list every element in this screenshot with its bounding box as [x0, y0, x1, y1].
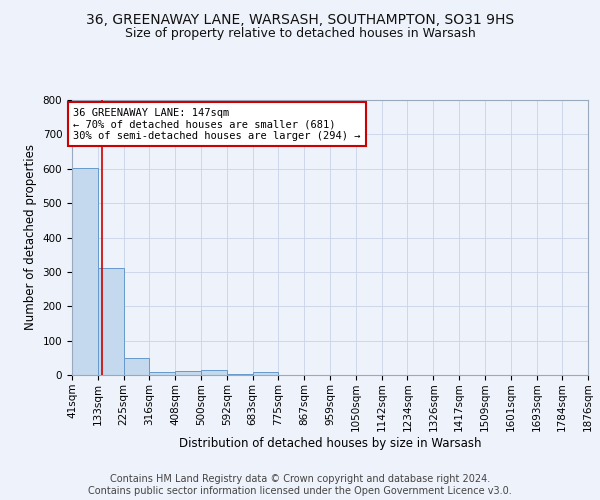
Bar [253, 372, 278, 375]
Y-axis label: Number of detached properties: Number of detached properties [24, 144, 37, 330]
Text: Contains public sector information licensed under the Open Government Licence v3: Contains public sector information licen… [88, 486, 512, 496]
Text: 36, GREENAWAY LANE, WARSASH, SOUTHAMPTON, SO31 9HS: 36, GREENAWAY LANE, WARSASH, SOUTHAMPTON… [86, 12, 514, 26]
Bar [124, 358, 149, 375]
Bar [175, 371, 201, 375]
Bar [227, 374, 253, 375]
Text: Size of property relative to detached houses in Warsash: Size of property relative to detached ho… [125, 28, 475, 40]
Bar [72, 168, 98, 375]
Bar [149, 372, 175, 375]
X-axis label: Distribution of detached houses by size in Warsash: Distribution of detached houses by size … [179, 437, 481, 450]
Text: Contains HM Land Registry data © Crown copyright and database right 2024.: Contains HM Land Registry data © Crown c… [110, 474, 490, 484]
Bar [201, 370, 227, 375]
Text: 36 GREENAWAY LANE: 147sqm
← 70% of detached houses are smaller (681)
30% of semi: 36 GREENAWAY LANE: 147sqm ← 70% of detac… [73, 108, 361, 141]
Bar [98, 268, 124, 375]
